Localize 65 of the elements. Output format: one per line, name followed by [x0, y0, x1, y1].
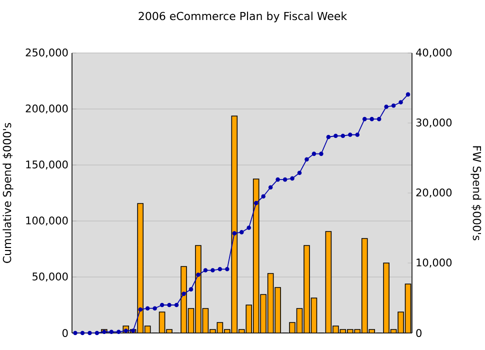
- y-tick-label: 200,000: [26, 104, 68, 114]
- point: [109, 330, 114, 334]
- point: [210, 268, 215, 272]
- point: [334, 134, 338, 138]
- point: [326, 134, 331, 140]
- y-tick-label: 250,000: [26, 48, 68, 58]
- point: [391, 103, 396, 108]
- point: [152, 306, 157, 310]
- point: [268, 185, 273, 190]
- y-tick-label: 100,000: [26, 216, 68, 226]
- point: [355, 132, 360, 137]
- point: [304, 157, 309, 162]
- point: [282, 177, 288, 182]
- y2-tick-label: 20,000: [416, 188, 452, 198]
- point: [145, 306, 150, 310]
- point: [348, 132, 352, 137]
- point: [340, 134, 346, 138]
- point: [406, 92, 410, 97]
- point: [232, 231, 237, 236]
- point: [225, 267, 230, 272]
- y-tick-label: 50,000: [32, 272, 68, 282]
- point: [124, 328, 128, 333]
- point: [297, 170, 302, 175]
- point: [276, 177, 280, 182]
- point: [246, 226, 252, 230]
- bar: [195, 245, 202, 333]
- bar: [325, 231, 332, 333]
- y-axis-title: Cumulative Spend $000's: [2, 122, 14, 263]
- y-tick-label: 150,000: [26, 160, 68, 170]
- point: [88, 330, 92, 336]
- point: [362, 116, 367, 122]
- y2-tick-label: 30,000: [416, 118, 452, 128]
- y2-axis-title: FW Spend $000's: [470, 146, 482, 240]
- point: [167, 302, 172, 308]
- point: [312, 152, 316, 156]
- point: [239, 230, 244, 234]
- point: [182, 292, 186, 296]
- chart-title: 2006 eCommerce Plan by Fiscal Week: [138, 12, 348, 22]
- point: [138, 307, 143, 312]
- point: [80, 330, 85, 336]
- point: [203, 268, 208, 272]
- bar: [231, 116, 238, 333]
- point: [319, 152, 324, 156]
- point: [384, 104, 388, 109]
- point: [174, 302, 179, 308]
- point: [376, 116, 382, 122]
- point: [196, 272, 200, 277]
- point: [116, 330, 121, 334]
- y2-tick-label: 0: [416, 329, 422, 337]
- point: [73, 330, 78, 336]
- point: [218, 267, 222, 272]
- y2-tick-label: 10,000: [416, 258, 452, 268]
- bar: [252, 178, 260, 333]
- point: [398, 100, 403, 104]
- point: [370, 116, 374, 122]
- bar: [180, 266, 187, 333]
- point: [261, 194, 266, 198]
- point: [160, 302, 164, 308]
- point: [254, 200, 258, 206]
- point: [188, 287, 194, 292]
- point: [290, 176, 294, 181]
- y-tick-label: 0: [62, 329, 68, 337]
- bar: [137, 203, 144, 333]
- point: [94, 330, 100, 336]
- y2-tick-label: 40,000: [416, 48, 452, 58]
